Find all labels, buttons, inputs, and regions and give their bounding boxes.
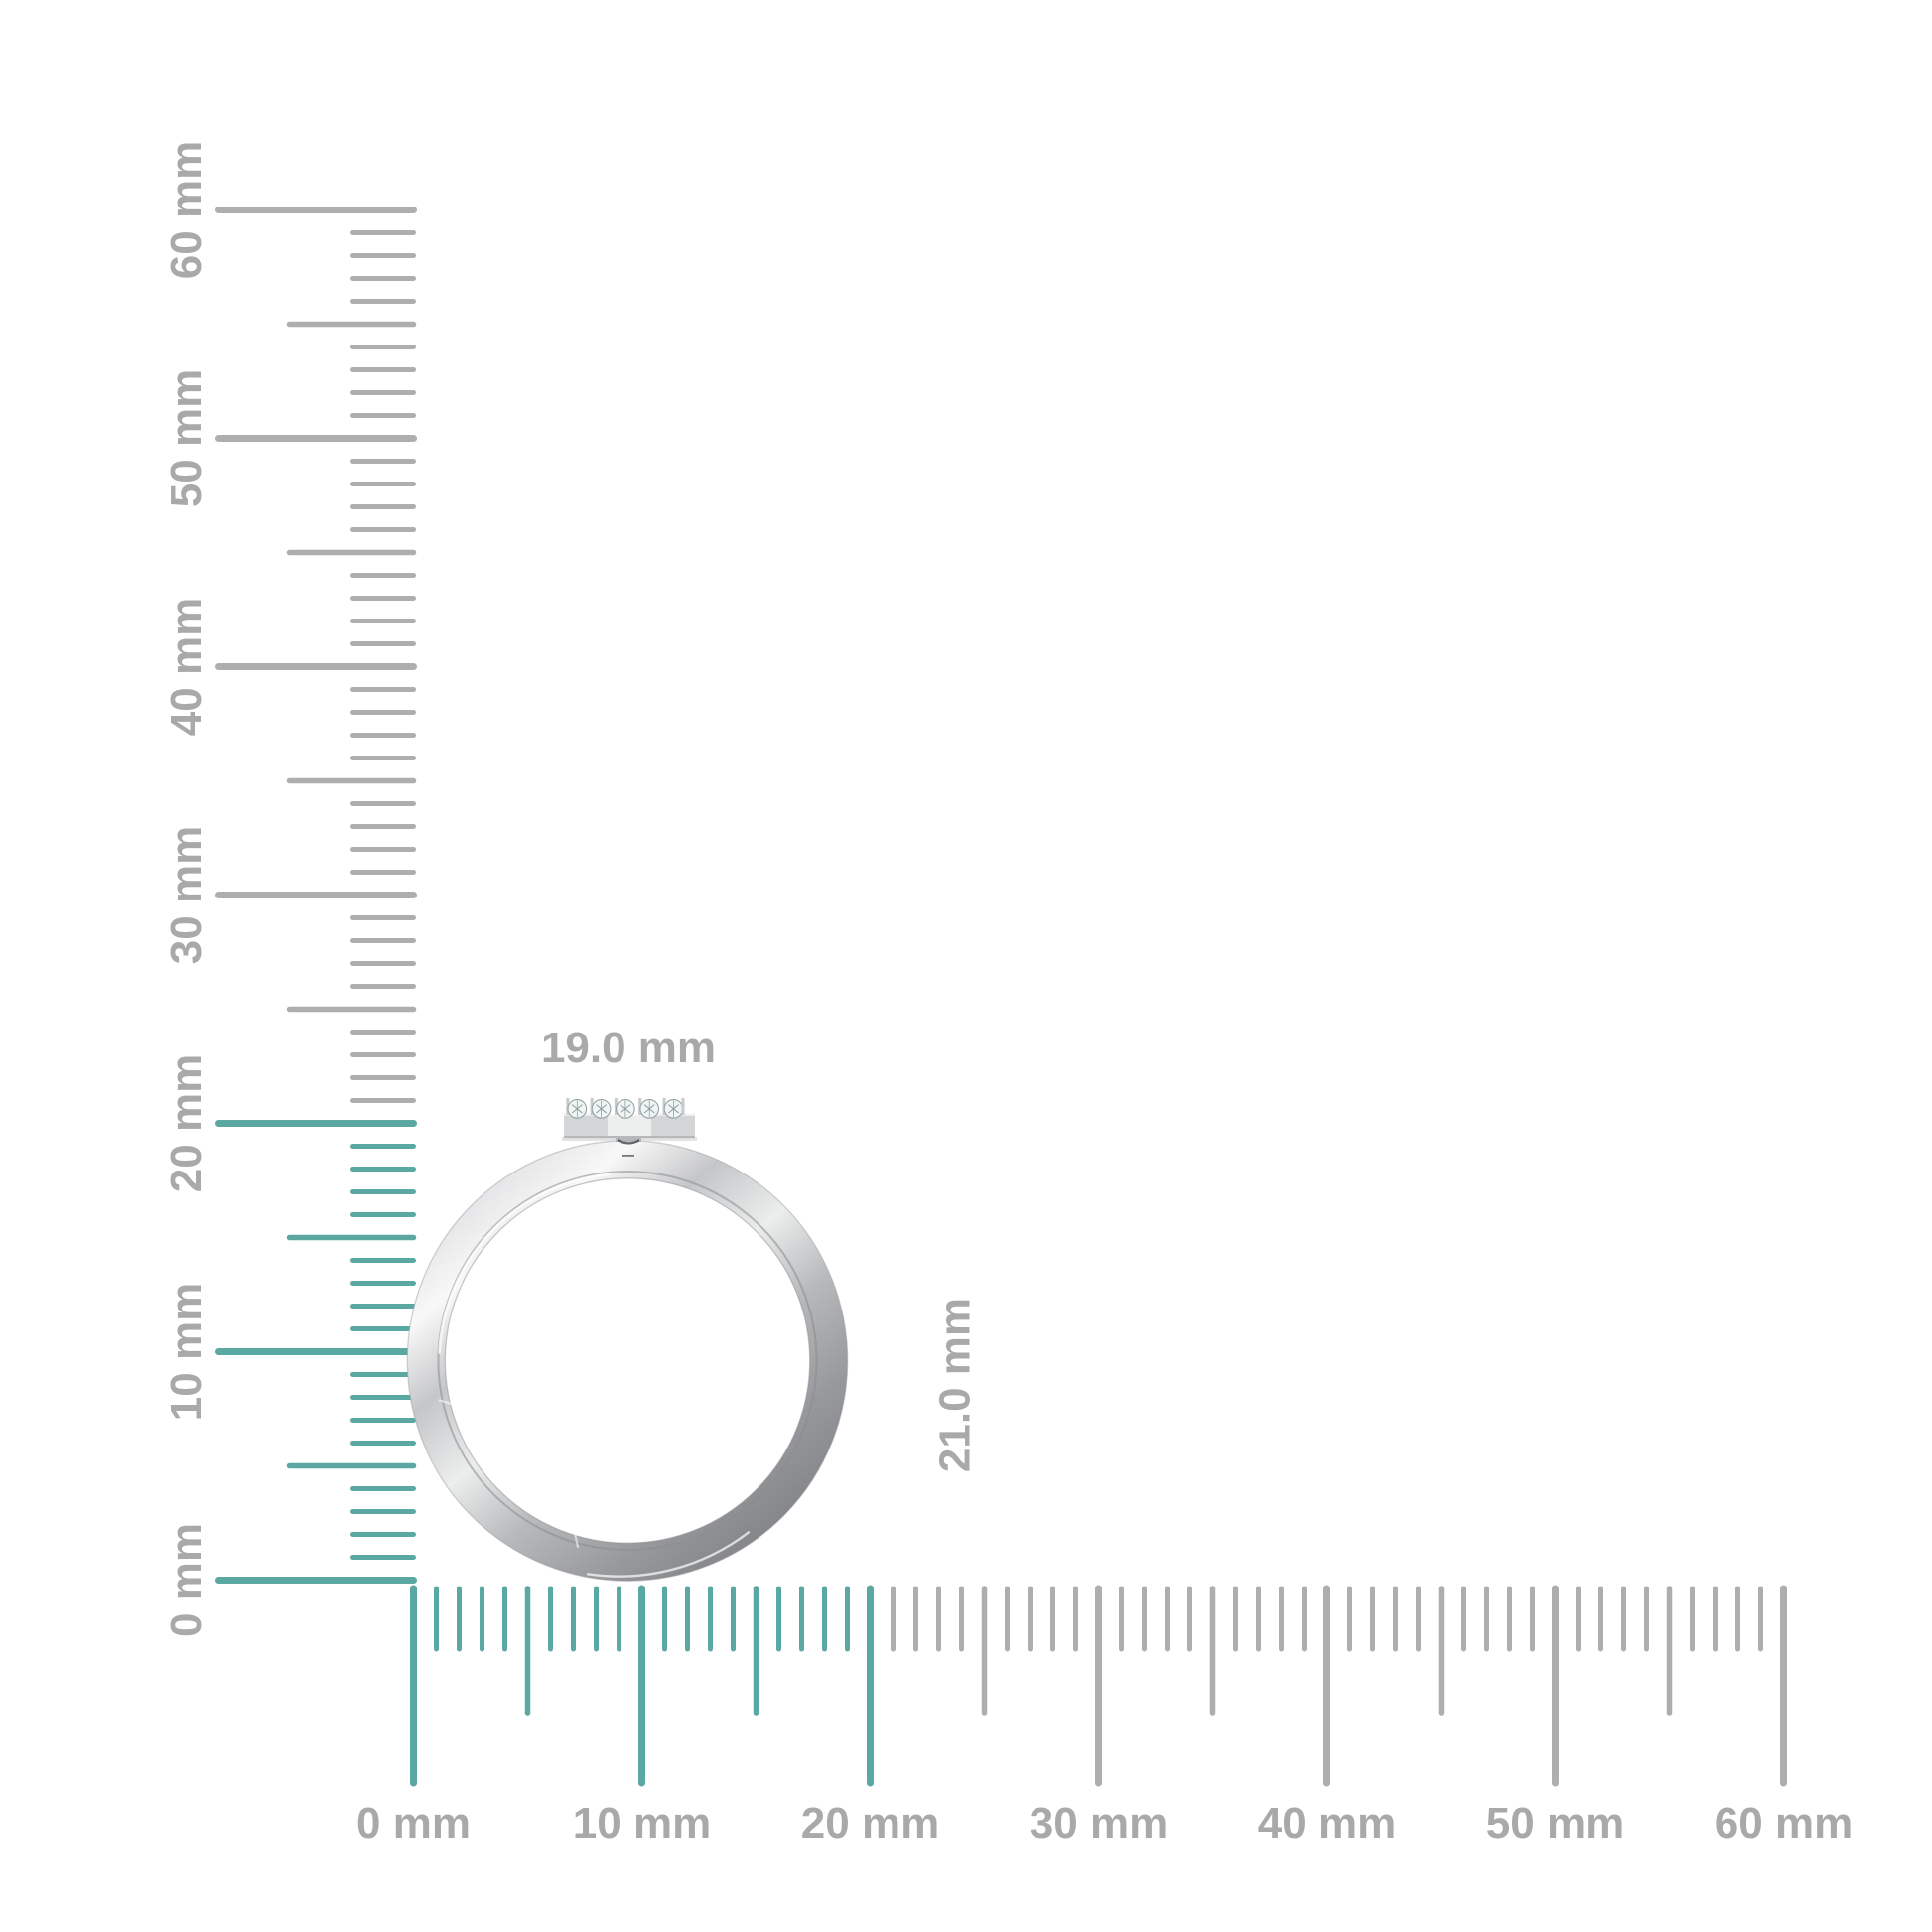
svg-text:40 mm: 40 mm [1258, 1799, 1396, 1848]
svg-text:60 mm: 60 mm [162, 141, 210, 279]
svg-text:30 mm: 30 mm [162, 826, 210, 964]
svg-text:21.0 mm: 21.0 mm [931, 1298, 980, 1472]
svg-text:19.0 mm: 19.0 mm [541, 1024, 716, 1072]
svg-text:10 mm: 10 mm [162, 1283, 210, 1421]
svg-text:0 mm: 0 mm [356, 1799, 471, 1848]
svg-text:20 mm: 20 mm [162, 1054, 210, 1192]
svg-text:40 mm: 40 mm [162, 598, 210, 736]
svg-text:20 mm: 20 mm [801, 1799, 939, 1848]
svg-text:50 mm: 50 mm [1486, 1799, 1624, 1848]
svg-text:30 mm: 30 mm [1030, 1799, 1168, 1848]
svg-text:0 mm: 0 mm [162, 1523, 210, 1637]
svg-text:10 mm: 10 mm [573, 1799, 711, 1848]
svg-text:60 mm: 60 mm [1715, 1799, 1853, 1848]
svg-text:50 mm: 50 mm [162, 369, 210, 507]
